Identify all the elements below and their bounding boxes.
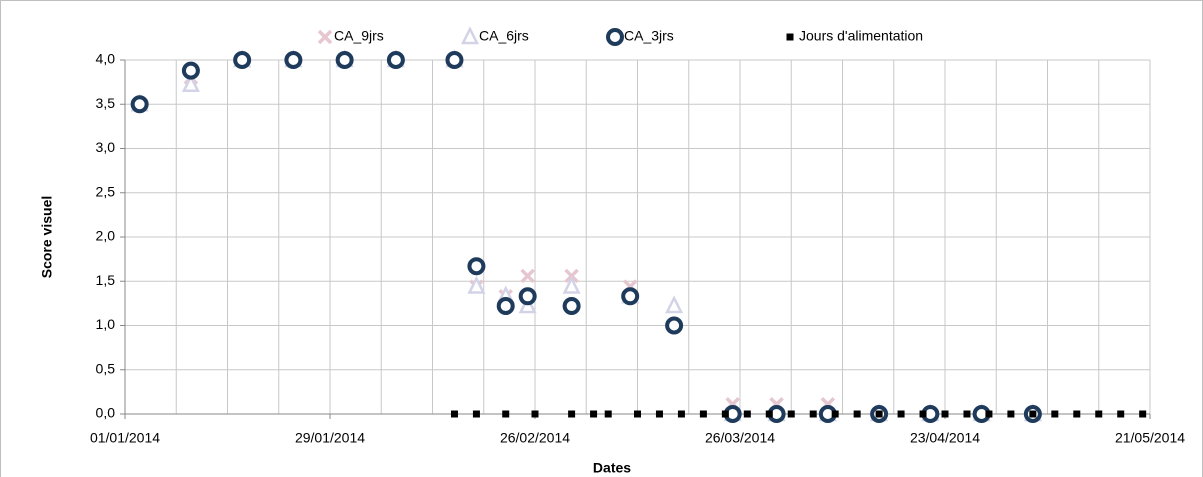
square-marker — [1117, 410, 1125, 418]
square-marker — [677, 410, 685, 418]
circle-marker — [386, 51, 405, 69]
square-marker — [831, 410, 839, 418]
x-tick-label: 26/02/2014 — [500, 430, 570, 446]
square-marker — [1073, 410, 1081, 418]
y-tick-label: 1,5 — [96, 272, 116, 288]
square-marker — [472, 410, 480, 418]
legend-label: CA_9jrs — [334, 28, 384, 44]
square-marker — [655, 410, 663, 418]
x-tick-label: 29/01/2014 — [295, 430, 365, 446]
x-tick-label: 01/01/2014 — [90, 430, 160, 446]
circle-marker — [562, 297, 581, 316]
square-marker — [919, 410, 927, 418]
square-marker — [604, 410, 612, 418]
cross-marker — [520, 268, 535, 284]
y-tick-label: 2,5 — [96, 183, 116, 199]
triangle-marker — [181, 73, 200, 93]
circle-marker — [467, 257, 486, 276]
circle-marker — [621, 287, 640, 306]
circle-marker — [284, 51, 303, 69]
x-axis-label: Dates — [593, 460, 631, 476]
square-marker — [1029, 410, 1037, 418]
square-marker — [721, 410, 729, 418]
x-tick-label: 23/04/2014 — [910, 430, 980, 446]
y-tick-label: 4,0 — [96, 51, 116, 67]
y-axis-label: Score visuel — [39, 196, 55, 279]
square-marker — [568, 410, 576, 418]
triangle-marker — [665, 295, 684, 314]
triangle-marker — [467, 275, 486, 294]
square-marker — [590, 410, 598, 418]
y-tick-label: 2,0 — [96, 228, 116, 244]
circle-marker — [665, 316, 684, 335]
legend-label: CA_3jrs — [624, 28, 674, 44]
y-tick-label: 1,0 — [96, 316, 116, 332]
y-tick-label: 0,0 — [96, 405, 116, 421]
square-marker — [787, 410, 795, 418]
square-marker — [963, 410, 971, 418]
circle-marker — [181, 61, 200, 80]
legend-label: CA_6jrs — [479, 28, 529, 44]
square-marker — [743, 410, 751, 418]
circle-marker — [335, 51, 354, 69]
y-tick-label: 3,0 — [96, 139, 116, 155]
square-marker — [809, 410, 817, 418]
legend-label: Jours d'alimentation — [799, 28, 923, 44]
triangle-marker — [460, 26, 480, 45]
square-marker — [699, 410, 707, 418]
square-marker — [875, 410, 883, 418]
square-marker — [531, 410, 539, 418]
square-marker — [502, 410, 510, 418]
circle-marker — [130, 95, 149, 114]
triangle-marker — [562, 275, 581, 294]
x-tick-label: 26/03/2014 — [705, 430, 775, 446]
x-tick-label: 21/05/2014 — [1115, 430, 1185, 446]
y-tick-label: 0,5 — [96, 360, 116, 376]
circle-marker — [233, 51, 252, 69]
square-marker — [853, 410, 861, 418]
circle-marker — [606, 28, 624, 46]
square-marker — [1139, 410, 1147, 418]
y-tick-label: 3,5 — [96, 95, 116, 111]
circle-marker — [518, 287, 537, 306]
cross-marker — [317, 29, 333, 45]
square-marker — [985, 410, 993, 418]
square-marker — [450, 410, 458, 418]
square-marker — [1051, 410, 1059, 418]
square-marker — [897, 410, 905, 418]
square-marker — [1007, 410, 1015, 418]
square-marker — [941, 410, 949, 418]
square-marker — [786, 33, 794, 41]
square-marker — [1095, 410, 1103, 418]
square-marker — [765, 410, 773, 418]
circle-marker — [445, 51, 464, 69]
circle-marker — [496, 297, 515, 316]
square-marker — [634, 410, 641, 418]
